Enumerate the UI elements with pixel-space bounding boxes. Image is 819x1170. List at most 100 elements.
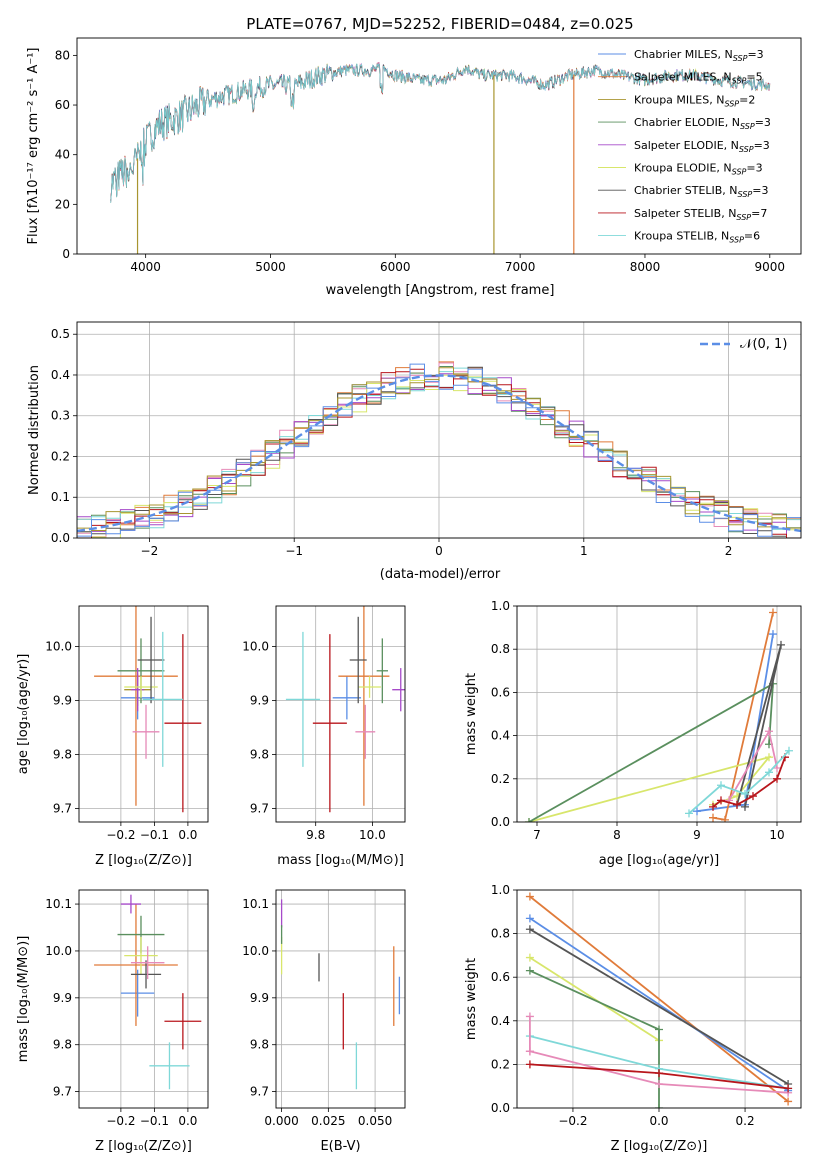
mass-age-panel: 9.8 10.0 9.7 9.8 9.9 10.0 mass [log₁₀(M/M⊙)] (242, 605, 406, 868)
spectrum-line (110, 63, 771, 204)
y-tick-label: 0.4 (491, 1014, 510, 1028)
y-tick-label: 20 (55, 197, 70, 211)
weight-marker (525, 892, 534, 901)
weight-marker (525, 953, 534, 962)
y-tick-label: 40 (55, 148, 70, 162)
x-axis-label: wavelength [Angstrom, rest frame] (326, 283, 555, 298)
weight-marker (525, 914, 534, 923)
legend-entry: Kroupa ELODIE, NSSP=3 (634, 162, 763, 177)
axes-frame (275, 889, 406, 1109)
y-tick-label: 9.8 (53, 748, 72, 762)
weight-marker (525, 1060, 534, 1069)
normal-reference-curve (77, 374, 801, 533)
error-bars (94, 894, 202, 1090)
x-axis-label: (data-model)/error (380, 567, 501, 582)
weight-marker (525, 966, 534, 975)
weight-marker (733, 800, 741, 809)
y-axis-label: mass [log₁₀(M/M⊙)] (16, 936, 31, 1063)
y-tick-label: 10.0 (45, 944, 72, 958)
legend-entry: Chabrier ELODIE, NSSP=3 (634, 116, 771, 131)
y-tick-label: 0.1 (51, 490, 70, 504)
grid (77, 322, 801, 539)
weight-lines (525, 608, 793, 822)
y-tick-label: 10.0 (242, 944, 269, 958)
axes-frame (516, 889, 802, 1109)
legend-entry: Salpeter MILES, NSSP=5 (634, 71, 763, 86)
x-tick-label: 10.0 (359, 828, 386, 842)
legend-text: Kroupa ELODIE, N (634, 162, 732, 175)
x-tick-label: 5000 (255, 260, 286, 274)
weight-marker (741, 802, 749, 811)
weight-marker (777, 640, 785, 649)
x-tick-label: −0.1 (140, 828, 169, 842)
data-point (137, 616, 165, 704)
histogram-series (77, 367, 801, 538)
grid (276, 890, 405, 1108)
legend-text: Salpeter STELIB, N (634, 207, 736, 220)
data-point (349, 616, 367, 704)
weight-marker (525, 818, 533, 822)
metallicity-age-panel: −0.2 −0.1 0.0 9.7 9.8 9.9 10.0 Z [log₁₀(Z/Z⊙)] a… (16, 605, 209, 868)
y-tick-label: 0.6 (491, 685, 510, 699)
x-tick-label: 0.0 (649, 1114, 668, 1128)
y-axis-label: mass weight (464, 958, 479, 1040)
x-tick-label: 8000 (630, 260, 661, 274)
grid (517, 605, 801, 823)
weight-marker (709, 802, 717, 811)
y-tick-label: 0.0 (491, 815, 510, 829)
legend-text: Salpeter MILES, N (634, 71, 732, 84)
grid (79, 890, 208, 1108)
weight-lines (525, 892, 793, 1108)
residual-histogram-panel: −2 −1 0 1 2 0.0 0.1 0.2 0.3 0.4 0.5 𝒩(0, 1) (data-mo… (27, 321, 802, 582)
x-tick-label: 2 (725, 544, 733, 558)
x-tick-label: 10 (769, 828, 784, 842)
x-tick-label: −2 (141, 544, 159, 558)
data-point (376, 638, 388, 704)
legend-value: =6 (744, 230, 760, 243)
spectrum-line (110, 62, 771, 201)
weight-marker (693, 807, 701, 816)
grid (276, 606, 405, 822)
y-tick-label: 9.7 (250, 1085, 269, 1099)
weight-marker (773, 764, 781, 772)
y-tick-label: 0.8 (491, 927, 510, 941)
legend-entry: Kroupa MILES, NSSP=2 (634, 93, 755, 108)
legend-entry: Salpeter ELODIE, NSSP=3 (634, 139, 770, 154)
y-tick-label: 10.0 (45, 640, 72, 654)
legend-text: Kroupa STELIB, N (634, 230, 729, 243)
weight-marker (655, 1069, 663, 1078)
y-tick-label: 0.4 (51, 368, 70, 382)
x-tick-label: 0 (435, 544, 443, 558)
axes-frame (275, 605, 406, 823)
x-tick-label: 9.8 (306, 828, 325, 842)
legend-subscript: SSP (733, 54, 748, 63)
x-tick-label: 7000 (505, 260, 536, 274)
legend-entry: Chabrier STELIB, NSSP=3 (634, 184, 768, 199)
y-axis-label: Normed distribution (27, 365, 42, 495)
data-point (130, 668, 145, 712)
x-tick-label: 9000 (755, 260, 786, 274)
y-tick-label: 9.9 (250, 694, 269, 708)
y-tick-label: 80 (55, 48, 70, 62)
data-point (338, 606, 390, 806)
y-tick-label: 10.0 (242, 640, 269, 654)
weight-marker (741, 789, 749, 798)
weight-marker (784, 1097, 793, 1106)
weight-marker (769, 630, 777, 639)
data-point (94, 904, 178, 1026)
y-tick-label: 1.0 (491, 599, 510, 613)
y-tick-label: 10.1 (242, 897, 269, 911)
y-axis-label: Flux [fλ10⁻¹⁷ erg cm⁻² s⁻¹ A⁻¹] (26, 48, 41, 245)
data-point (132, 704, 160, 759)
legend-value: =3 (752, 184, 768, 197)
axes-frame (78, 605, 209, 823)
x-tick-label: 1 (580, 544, 588, 558)
weight-marker (717, 796, 725, 805)
error-bars (94, 606, 202, 813)
weight-marker (773, 774, 781, 783)
weight-marker (655, 1104, 663, 1108)
x-tick-label: 4000 (130, 260, 161, 274)
x-tick-label: 0.0 (178, 1114, 197, 1128)
legend-entry: Salpeter STELIB, NSSP=7 (634, 207, 767, 222)
legend-text: Salpeter ELODIE, N (634, 139, 739, 152)
